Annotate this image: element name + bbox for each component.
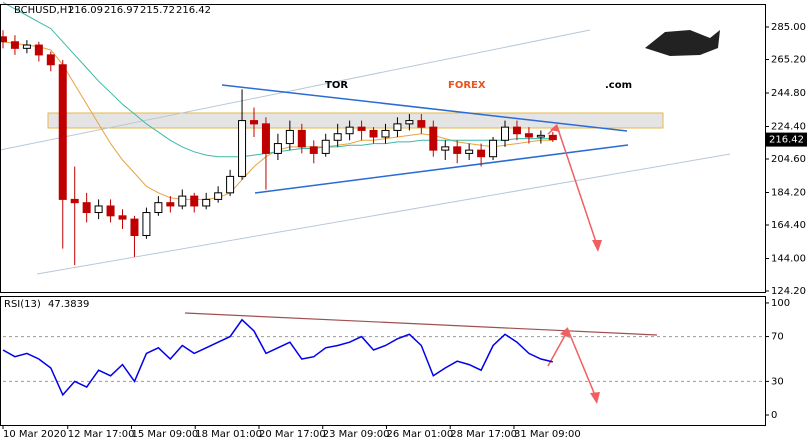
candle-body xyxy=(118,215,127,220)
x-tick-label: 10 Mar 2020 xyxy=(3,429,66,440)
candle-body xyxy=(524,133,533,138)
y-tick-label: 70 xyxy=(771,332,784,343)
arrow-head xyxy=(590,392,600,404)
candle-body xyxy=(501,126,510,141)
candle-body xyxy=(453,146,462,154)
candle-body xyxy=(166,202,175,207)
bar-close: 216.42 xyxy=(176,5,211,16)
y-tick-label: 244.80 xyxy=(771,88,806,99)
candle-body xyxy=(106,205,115,217)
y-tick-label: 204.60 xyxy=(771,154,806,165)
candle-body xyxy=(417,120,426,128)
candle-body xyxy=(261,123,270,154)
candle-body xyxy=(441,146,450,151)
candle-body xyxy=(345,126,354,135)
candle-body xyxy=(214,192,223,200)
arrow-head xyxy=(592,240,602,252)
candle-body xyxy=(512,126,521,135)
rsi-title: RSI(13) xyxy=(4,299,41,310)
logo-bull xyxy=(645,30,720,56)
bar-high: 216.97 xyxy=(104,5,139,16)
y-tick-label: 184.20 xyxy=(771,187,806,198)
candle-body xyxy=(536,134,545,138)
y-tick-label: 124.20 xyxy=(771,286,806,297)
candle-body xyxy=(250,120,258,125)
candle-body xyxy=(369,129,378,138)
logo-part: FOREX xyxy=(448,80,486,91)
x-tick-label: 28 Mar 17:00 xyxy=(450,429,517,440)
resistance-zone xyxy=(47,112,664,129)
x-tick-label: 18 Mar 01:00 xyxy=(195,429,262,440)
candle-body xyxy=(142,212,151,237)
candle-body xyxy=(82,202,91,214)
candle-body xyxy=(34,44,43,56)
bar-open: 216.09 xyxy=(68,5,103,16)
channel-line xyxy=(36,153,731,275)
candle-body xyxy=(309,146,318,154)
x-tick-label: 20 Mar 17:00 xyxy=(259,429,326,440)
candle-body xyxy=(489,139,498,158)
y-tick-label: 285.00 xyxy=(771,22,806,33)
candle-body xyxy=(94,205,103,214)
candle-body xyxy=(202,198,211,207)
y-tick-label: 265.20 xyxy=(771,54,806,65)
candle-body xyxy=(321,139,330,154)
x-tick-label: 23 Mar 09:00 xyxy=(323,429,390,440)
candle-body xyxy=(333,133,342,141)
candle-body xyxy=(548,134,557,141)
y-tick-label: 100 xyxy=(771,298,790,309)
candle-body xyxy=(10,41,19,49)
rsi-value: 47.3839 xyxy=(48,299,89,310)
y-tick-label: 144.00 xyxy=(771,254,806,265)
channel-line xyxy=(0,29,591,151)
candle-body xyxy=(297,129,306,148)
y-tick-label: 224.40 xyxy=(771,121,806,132)
rsi-panel-frame xyxy=(0,296,766,426)
bar-low: 215.72 xyxy=(140,5,175,16)
candle-body xyxy=(381,129,390,138)
candle-body xyxy=(178,195,187,207)
x-tick-label: 15 Mar 09:00 xyxy=(131,429,198,440)
candle-body xyxy=(46,54,55,66)
logo-part: .com xyxy=(605,80,632,91)
rsi-trend-line xyxy=(184,312,658,336)
x-tick-label: 26 Mar 01:00 xyxy=(386,429,453,440)
logo-part: TOR xyxy=(325,80,348,91)
candle-body xyxy=(285,129,294,145)
candle-body xyxy=(465,149,474,154)
rsi-line xyxy=(2,318,553,397)
candle-body xyxy=(0,36,7,43)
symbol: BCHUSD,H1 xyxy=(14,5,74,16)
candle-body xyxy=(130,218,139,237)
candle-body xyxy=(226,175,235,194)
current-price-box xyxy=(765,132,807,147)
candle-body xyxy=(273,143,282,154)
candle-body xyxy=(405,120,414,125)
y-tick-label: 0 xyxy=(771,410,777,421)
current-price-label: 216.42 xyxy=(769,135,804,146)
candle-body xyxy=(70,198,79,204)
price-layer xyxy=(0,1,557,266)
arrow-head xyxy=(550,124,560,132)
candle-body xyxy=(22,44,31,49)
price-panel-frame xyxy=(0,4,766,293)
arrow-head xyxy=(560,327,570,338)
triangle-line xyxy=(221,84,628,132)
x-tick-label: 31 Mar 09:00 xyxy=(514,429,581,440)
candle-body xyxy=(357,126,366,131)
candle-body xyxy=(393,123,402,131)
candle-body xyxy=(154,202,163,214)
candle-body xyxy=(58,64,67,200)
x-tick-label: 12 Mar 17:00 xyxy=(68,429,135,440)
candle-body xyxy=(190,195,199,207)
candle-body xyxy=(477,149,486,158)
y-tick-label: 30 xyxy=(771,376,784,387)
candle-body xyxy=(238,120,247,177)
candle-body xyxy=(429,126,438,151)
y-tick-label: 164.40 xyxy=(771,220,806,231)
